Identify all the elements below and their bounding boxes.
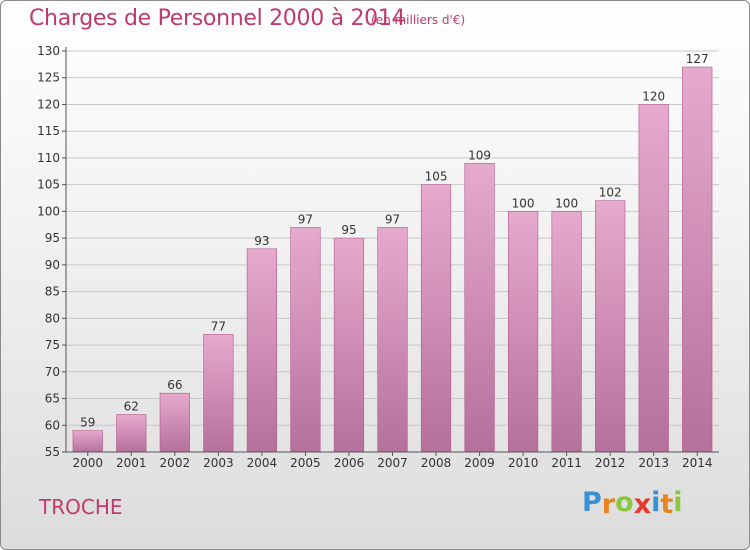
- x-tick-labels: 2000 2001 2002 2003 2004 2005 2006 2007 2008 2009…: [72, 456, 712, 470]
- x-tick-label: 2002: [160, 456, 191, 470]
- data-label: 93: [254, 234, 269, 248]
- commune-name: TROCHE: [39, 495, 123, 519]
- y-tick-label: 95: [45, 231, 60, 245]
- axes: [65, 47, 719, 453]
- y-tick-label: 90: [45, 258, 60, 272]
- x-tick-label: 2000: [72, 456, 103, 470]
- y-tick-label: 125: [37, 71, 60, 85]
- x-tick-label: 2011: [551, 456, 582, 470]
- logo-letter: o: [615, 487, 634, 518]
- x-tick-label: 2001: [116, 456, 147, 470]
- data-label: 62: [124, 400, 139, 414]
- logo-letter: i: [673, 487, 683, 518]
- bar-2003: [203, 334, 234, 453]
- data-label: 127: [686, 52, 709, 66]
- x-tick-label: 2009: [464, 456, 495, 470]
- bar-2013: [638, 104, 669, 453]
- x-tick-label: 2005: [290, 456, 321, 470]
- y-tick-labels: 55 60 65 70 75 80 85 90 95 100 105 110 115 120 125 130: [37, 44, 60, 459]
- data-label: 105: [425, 170, 448, 184]
- y-tick-label: 110: [37, 151, 60, 165]
- bar-2009: [464, 162, 495, 453]
- x-tick-label: 2003: [203, 456, 234, 470]
- bar-2001: [116, 414, 147, 453]
- data-label: 77: [211, 319, 226, 333]
- x-tick-label: 2013: [638, 456, 669, 470]
- logo-letter: t: [660, 489, 674, 520]
- data-label: 109: [468, 148, 491, 162]
- y-tick-label: 85: [45, 285, 60, 299]
- x-tick-label: 2014: [682, 456, 713, 470]
- data-label: 100: [555, 196, 578, 210]
- data-label: 66: [167, 378, 182, 392]
- logo-letter: r: [601, 489, 616, 520]
- bar-2012: [595, 200, 626, 453]
- y-tick-label: 100: [37, 204, 60, 218]
- y-tick-label: 60: [45, 418, 60, 432]
- y-tick-label: 115: [37, 124, 60, 138]
- data-label: 120: [642, 89, 665, 103]
- chart-subtitle: (en milliers d'€): [371, 13, 466, 27]
- bar-2010: [507, 211, 539, 453]
- data-label: 59: [80, 416, 95, 430]
- logo-letter: i: [651, 487, 661, 518]
- data-label: 97: [385, 212, 400, 226]
- x-tick-label: 2007: [377, 456, 408, 470]
- data-label: 95: [341, 223, 356, 237]
- x-tick-label: 2012: [595, 456, 626, 470]
- y-tick-label: 70: [45, 365, 60, 379]
- bar-2008: [420, 184, 452, 453]
- bar-2000: [72, 430, 103, 453]
- logo-letter: x: [633, 489, 652, 520]
- y-tick-label: 80: [45, 311, 60, 325]
- data-label: 102: [599, 186, 622, 200]
- data-label: 97: [298, 212, 313, 226]
- x-tick-label: 2006: [334, 456, 365, 470]
- bar-2004: [246, 248, 278, 453]
- x-tick-label: 2010: [508, 456, 539, 470]
- x-tick-label: 2008: [421, 456, 452, 470]
- y-tick-label: 65: [45, 392, 60, 406]
- x-tick-label: 2004: [247, 456, 278, 470]
- bar-2005: [290, 227, 321, 453]
- bars: [72, 66, 713, 453]
- y-tick-label: 75: [45, 338, 60, 352]
- bar-2014: [682, 66, 713, 453]
- y-tick-label: 130: [37, 44, 60, 58]
- data-labels: 59 62 66 77 93 97 95 97 105 109 100 100 102 120 127: [80, 52, 709, 430]
- bar-2006: [333, 237, 365, 453]
- y-tick-label: 120: [37, 97, 60, 111]
- y-tick-label: 105: [37, 178, 60, 192]
- proxiti-logo[interactable]: Proxiti: [582, 487, 683, 520]
- chart-title: Charges de Personnel 2000 à 2014: [29, 6, 406, 31]
- bar-2011: [551, 211, 582, 453]
- bar-2007: [377, 227, 408, 453]
- logo-letter: P: [582, 487, 602, 518]
- data-label: 100: [512, 196, 535, 210]
- bar-2002: [159, 392, 190, 453]
- y-tick-label: 55: [45, 445, 60, 459]
